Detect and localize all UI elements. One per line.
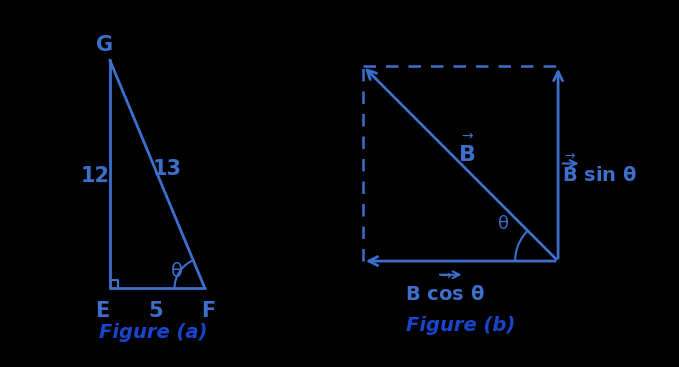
Text: $\rightarrow$: $\rightarrow$ (562, 149, 576, 162)
Text: $\rightarrow$: $\rightarrow$ (438, 268, 452, 281)
Text: 5: 5 (148, 301, 163, 321)
Text: $\rightarrow$: $\rightarrow$ (458, 128, 474, 142)
Text: θ: θ (498, 215, 509, 233)
Text: F: F (201, 301, 215, 321)
Text: 12: 12 (81, 166, 110, 186)
Text: θ: θ (171, 262, 183, 281)
Text: G: G (96, 35, 113, 55)
Text: 13: 13 (152, 159, 181, 179)
Text: Figure (b): Figure (b) (406, 316, 515, 335)
Text: $\mathbf{B}$ sin θ: $\mathbf{B}$ sin θ (562, 166, 637, 185)
Text: Figure (a): Figure (a) (99, 323, 208, 342)
Text: $\mathbf{B}$: $\mathbf{B}$ (458, 145, 475, 165)
Text: $\mathbf{B}$ cos θ: $\mathbf{B}$ cos θ (405, 285, 485, 304)
Text: E: E (95, 301, 109, 321)
